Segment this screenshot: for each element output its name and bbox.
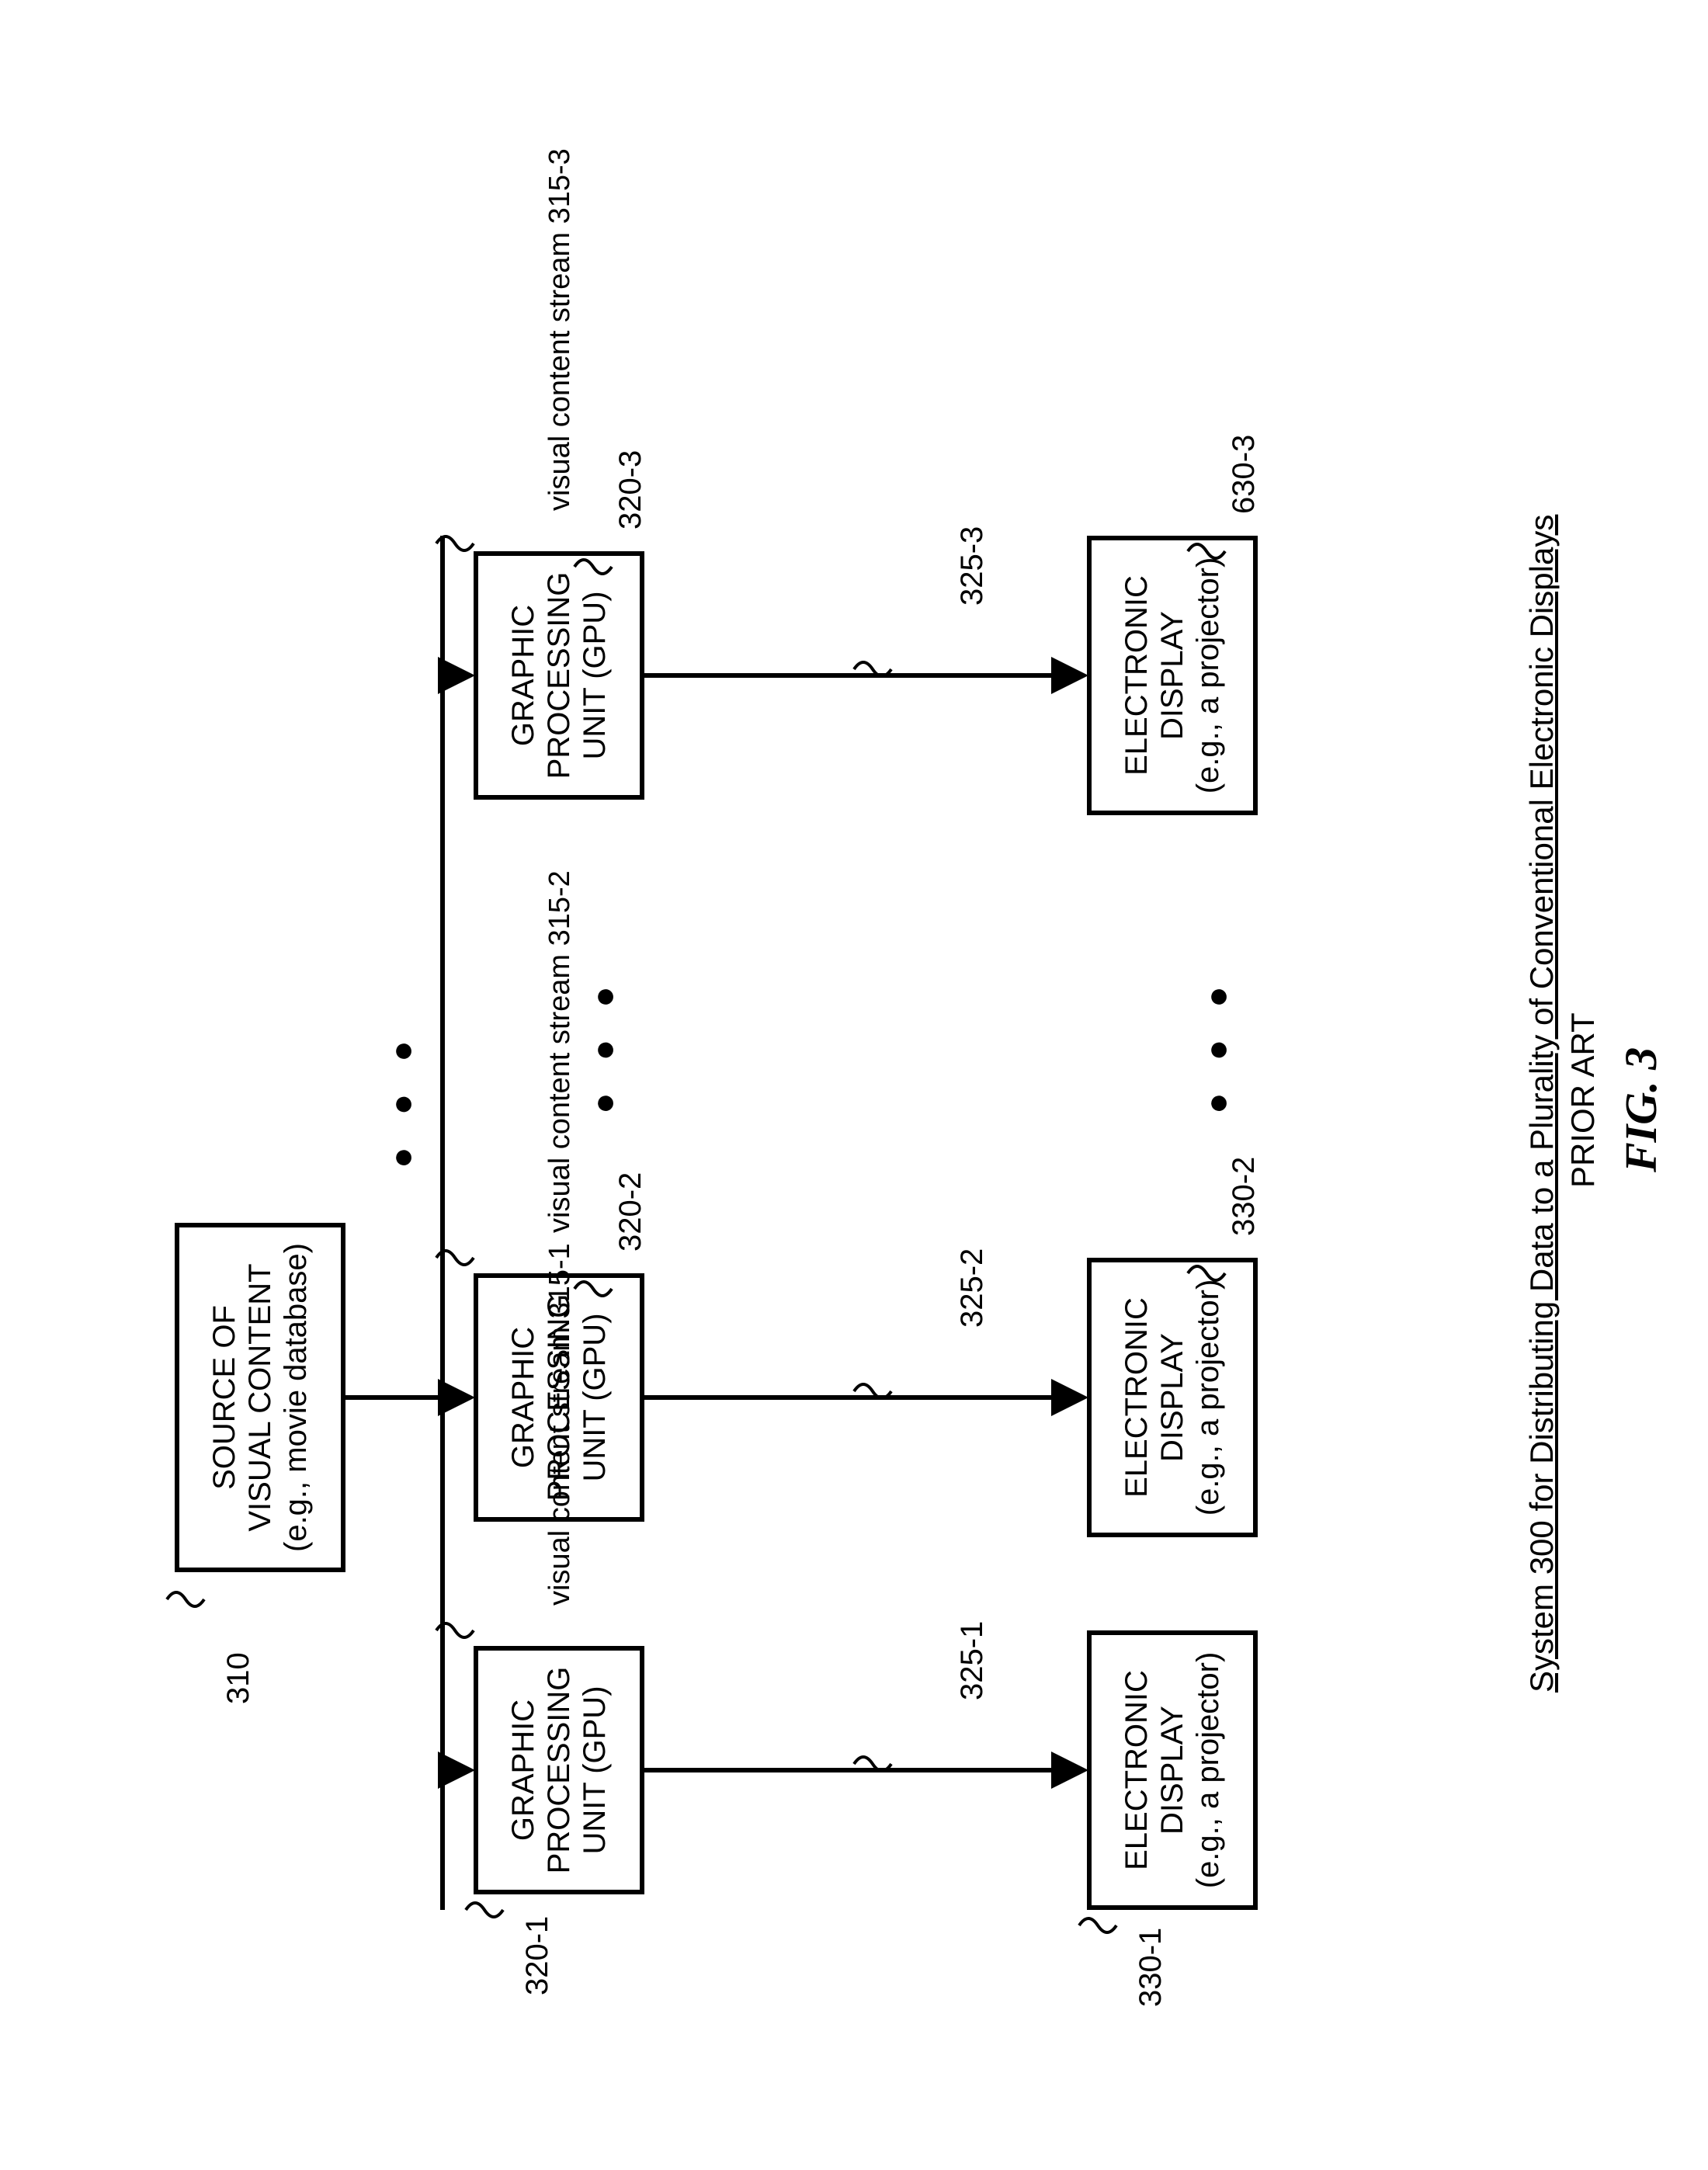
- ellipsis-gpu: ● ● ●: [582, 975, 624, 1114]
- source-block-text: SOURCE OF VISUAL CONTENT (e.g., movie da…: [207, 1243, 314, 1552]
- display-ref-3: 630-3: [1227, 435, 1262, 514]
- display-block-3-text: ELECTRONIC DISPLAY (e.g., a projector): [1119, 557, 1226, 794]
- connector-ref-1: 325-1: [955, 1621, 990, 1700]
- source-block: SOURCE OF VISUAL CONTENT (e.g., movie da…: [175, 1223, 345, 1572]
- display-block-1: ELECTRONIC DISPLAY (e.g., a projector): [1087, 1630, 1258, 1910]
- gpu-ref-2: 320-2: [613, 1172, 648, 1252]
- figure-number: FIG. 3: [1615, 1047, 1667, 1172]
- stream-label-2: visual content stream 315-2: [543, 870, 577, 1233]
- figure-subtitle: PRIOR ART: [1564, 1012, 1602, 1188]
- stream-label-1: visual content stream 315-1: [543, 1243, 577, 1606]
- display-block-2: ELECTRONIC DISPLAY (e.g., a projector): [1087, 1258, 1258, 1537]
- diagram-page: FIG. 3 PRIOR ART System 300 for Distribu…: [0, 0, 1708, 2170]
- gpu-ref-3: 320-3: [613, 450, 648, 529]
- gpu-block-1: GRAPHIC PROCESSING UNIT (GPU): [474, 1646, 644, 1894]
- figure-caption: System 300 for Distributing Data to a Pl…: [1523, 515, 1560, 1693]
- ellipsis-bus: ● ● ●: [380, 1029, 422, 1168]
- ellipsis-display: ● ● ●: [1196, 975, 1238, 1114]
- connector-ref-3: 325-3: [955, 526, 990, 606]
- display-block-1-text: ELECTRONIC DISPLAY (e.g., a projector): [1119, 1652, 1226, 1889]
- display-ref-2: 330-2: [1227, 1157, 1262, 1236]
- display-ref-1: 330-1: [1133, 1928, 1168, 2007]
- gpu-block-1-text: GRAPHIC PROCESSING UNIT (GPU): [505, 1667, 613, 1874]
- stream-label-3: visual content stream 315-3: [543, 148, 577, 511]
- connector-ref-2: 325-2: [955, 1248, 990, 1328]
- gpu-block-3-text: GRAPHIC PROCESSING UNIT (GPU): [505, 572, 613, 779]
- source-ref: 310: [221, 1652, 256, 1704]
- display-block-2-text: ELECTRONIC DISPLAY (e.g., a projector): [1119, 1279, 1226, 1516]
- connectors-overlay: [0, 0, 1708, 2170]
- gpu-ref-1: 320-1: [520, 1916, 555, 1995]
- display-block-3: ELECTRONIC DISPLAY (e.g., a projector): [1087, 536, 1258, 815]
- gpu-block-3: GRAPHIC PROCESSING UNIT (GPU): [474, 551, 644, 800]
